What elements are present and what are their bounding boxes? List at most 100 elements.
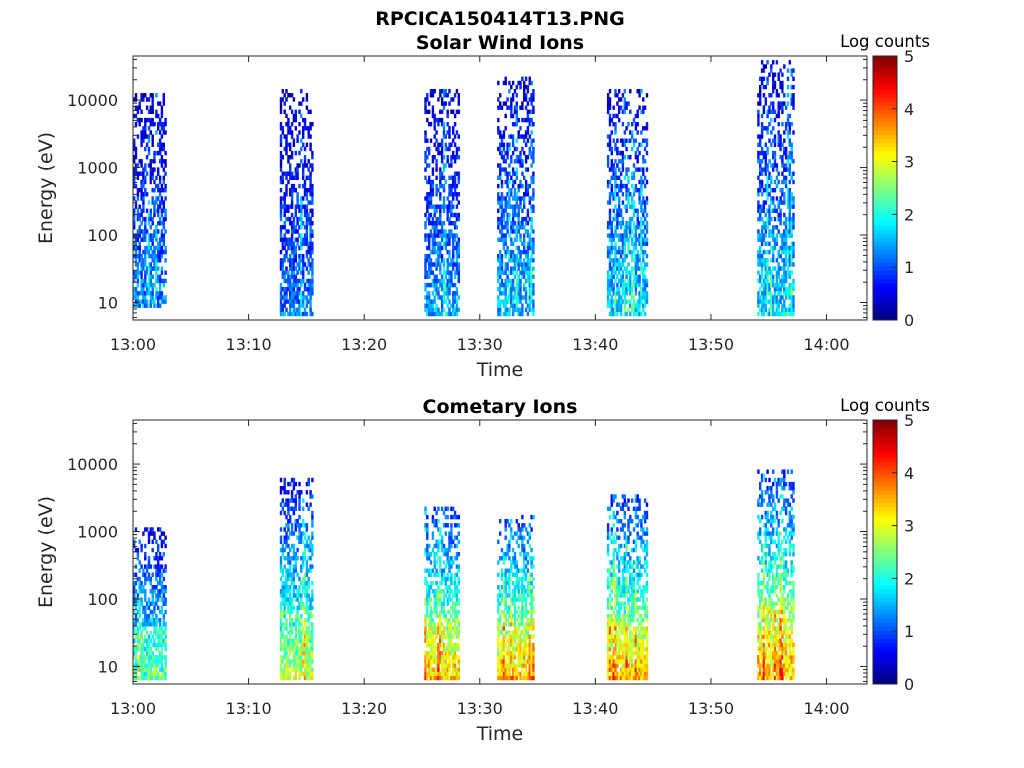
heatmap-cell <box>513 196 517 201</box>
heatmap-cell <box>134 572 138 577</box>
heatmap-cell <box>437 278 440 284</box>
heatmap-cell <box>133 626 136 631</box>
heatmap-cell <box>606 142 610 147</box>
heatmap-cell <box>526 117 530 123</box>
heatmap-cell <box>757 295 760 300</box>
heatmap-cell <box>519 287 522 292</box>
heatmap-cell <box>160 163 164 168</box>
colorbar-segment <box>873 237 897 243</box>
heatmap-cell <box>770 196 773 201</box>
heatmap-cell <box>287 675 290 681</box>
heatmap-cell <box>448 200 451 205</box>
heatmap-cell <box>157 630 160 635</box>
heatmap-cell <box>762 126 766 131</box>
heatmap-cell <box>307 258 310 263</box>
heatmap-cell <box>517 282 520 288</box>
heatmap-cell <box>792 130 795 135</box>
heatmap-cell <box>149 576 152 582</box>
heatmap-cell <box>437 589 440 594</box>
heatmap-cell <box>305 523 309 528</box>
heatmap-cell <box>519 258 522 263</box>
heatmap-cell <box>506 245 509 251</box>
heatmap-cell <box>298 646 301 652</box>
heatmap-cell <box>497 97 500 102</box>
heatmap-cell <box>783 130 786 135</box>
heatmap-cell <box>437 311 440 317</box>
heatmap-cell <box>158 618 162 623</box>
heatmap-cell <box>136 675 140 681</box>
heatmap-cell <box>142 175 145 180</box>
heatmap-cell <box>634 287 638 292</box>
heatmap-cell <box>645 282 649 288</box>
heatmap-cell <box>442 89 446 94</box>
heatmap-cell <box>134 270 138 275</box>
heatmap-cell <box>614 183 617 189</box>
heatmap-cell <box>440 539 444 544</box>
heatmap-cell <box>636 155 639 160</box>
heatmap-cell <box>158 622 162 627</box>
heatmap-cell <box>623 291 626 296</box>
heatmap-cell <box>792 204 795 209</box>
heatmap-cell <box>772 295 775 300</box>
colorbar-segment <box>873 212 897 218</box>
heatmap-cell <box>784 225 788 230</box>
heatmap-cell <box>305 163 309 168</box>
heatmap-cell <box>289 564 292 569</box>
heatmap-cell <box>428 109 431 114</box>
heatmap-cell <box>614 212 617 218</box>
heatmap-cell <box>311 605 314 610</box>
heatmap-cell <box>532 266 535 271</box>
heatmap-cell <box>307 188 310 193</box>
heatmap-cell <box>448 659 451 664</box>
heatmap-cell <box>442 188 446 193</box>
heatmap-cell <box>640 188 643 193</box>
heatmap-cell <box>281 130 284 135</box>
heatmap-cell <box>788 225 791 230</box>
heatmap-cell <box>773 241 777 246</box>
heatmap-cell <box>448 192 451 197</box>
heatmap-cell <box>307 249 310 255</box>
heatmap-cell <box>145 245 149 251</box>
heatmap-cell <box>614 113 617 119</box>
heatmap-cell <box>289 163 292 168</box>
heatmap-cell <box>442 130 446 135</box>
heatmap-cell <box>303 663 307 668</box>
heatmap-cell <box>532 93 535 98</box>
heatmap-cell <box>426 543 429 549</box>
heatmap-cell <box>433 630 436 635</box>
heatmap-cell <box>448 216 451 222</box>
heatmap-cell <box>444 514 447 520</box>
heatmap-cell <box>760 204 764 209</box>
heatmap-cell <box>140 622 143 627</box>
heatmap-cell <box>157 113 160 119</box>
heatmap-cell <box>147 237 151 242</box>
heatmap-cell <box>426 585 429 590</box>
heatmap-cell <box>616 146 619 152</box>
heatmap-cell <box>497 221 500 226</box>
heatmap-cell <box>623 278 626 284</box>
heatmap-cell <box>151 593 154 598</box>
heatmap-cell <box>431 179 435 185</box>
heatmap-cell <box>279 237 283 242</box>
heatmap-cell <box>610 282 613 288</box>
heatmap-cell <box>289 547 292 553</box>
heatmap-cell <box>303 122 307 127</box>
heatmap-cell <box>772 72 775 77</box>
heatmap-cell <box>619 278 623 284</box>
colorbar-tick-label: 4 <box>904 100 914 119</box>
heatmap-cell <box>433 572 436 577</box>
heatmap-cell <box>149 589 152 594</box>
heatmap-cell <box>279 630 283 635</box>
heatmap-cell <box>285 576 288 582</box>
heatmap-cell <box>298 634 301 639</box>
heatmap-cell <box>508 200 511 205</box>
heatmap-cell <box>151 547 154 553</box>
heatmap-cell <box>442 572 446 577</box>
heatmap-cell <box>455 303 459 308</box>
heatmap-cell <box>768 208 771 213</box>
heatmap-cell <box>426 216 429 222</box>
heatmap-cell <box>623 229 626 234</box>
heatmap-cell <box>285 146 288 152</box>
heatmap-cell <box>530 155 533 160</box>
